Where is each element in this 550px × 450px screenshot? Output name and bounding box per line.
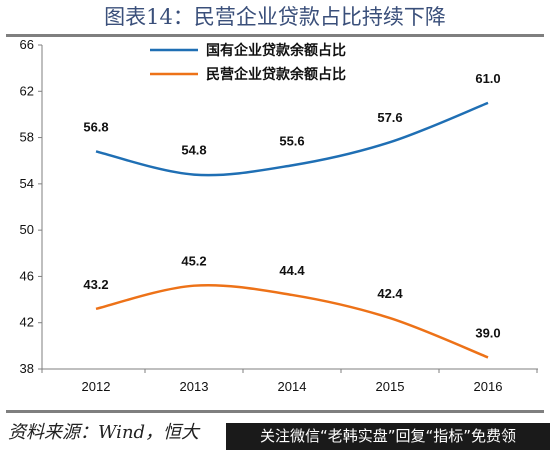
series-line-private xyxy=(95,283,489,359)
y-tick-label: 46 xyxy=(20,268,34,283)
y-tick-label: 58 xyxy=(20,130,34,145)
y-tick-label: 66 xyxy=(20,37,34,52)
legend-label: 国有企业贷款余额占比 xyxy=(206,42,346,59)
watermark-banner: 关注微信“老韩实盘”回复“指标”免费领 xyxy=(226,423,550,450)
y-tick-label: 50 xyxy=(20,222,34,237)
source-note: 资料来源：Wind，恒大 xyxy=(8,422,200,443)
x-tick-label: 2014 xyxy=(278,379,307,394)
series-line-state xyxy=(95,101,489,177)
chart-title: 图表14：民营企业贷款占比持续下降 xyxy=(104,5,446,29)
data-label: 57.6 xyxy=(377,110,402,125)
data-label: 44.4 xyxy=(279,263,305,278)
x-tick-label: 2013 xyxy=(180,379,209,394)
legend-label: 民营企业贷款余额占比 xyxy=(206,66,346,83)
y-tick-label: 42 xyxy=(20,315,34,330)
data-label: 39.0 xyxy=(475,325,500,340)
x-tick-label: 2016 xyxy=(474,379,503,394)
data-label: 45.2 xyxy=(181,254,206,269)
data-label: 54.8 xyxy=(181,143,206,158)
data-label: 55.6 xyxy=(279,133,304,148)
x-tick-label: 2012 xyxy=(82,379,111,394)
y-tick-label: 54 xyxy=(20,176,34,191)
data-label: 43.2 xyxy=(83,277,108,292)
data-label: 42.4 xyxy=(377,286,403,301)
y-tick-label: 62 xyxy=(20,83,34,98)
x-tick-label: 2015 xyxy=(376,379,405,394)
y-tick-label: 38 xyxy=(20,361,34,376)
data-label: 56.8 xyxy=(83,119,108,134)
data-label: 61.0 xyxy=(475,71,500,86)
footer-rule xyxy=(6,410,544,413)
title-rule xyxy=(6,34,544,37)
